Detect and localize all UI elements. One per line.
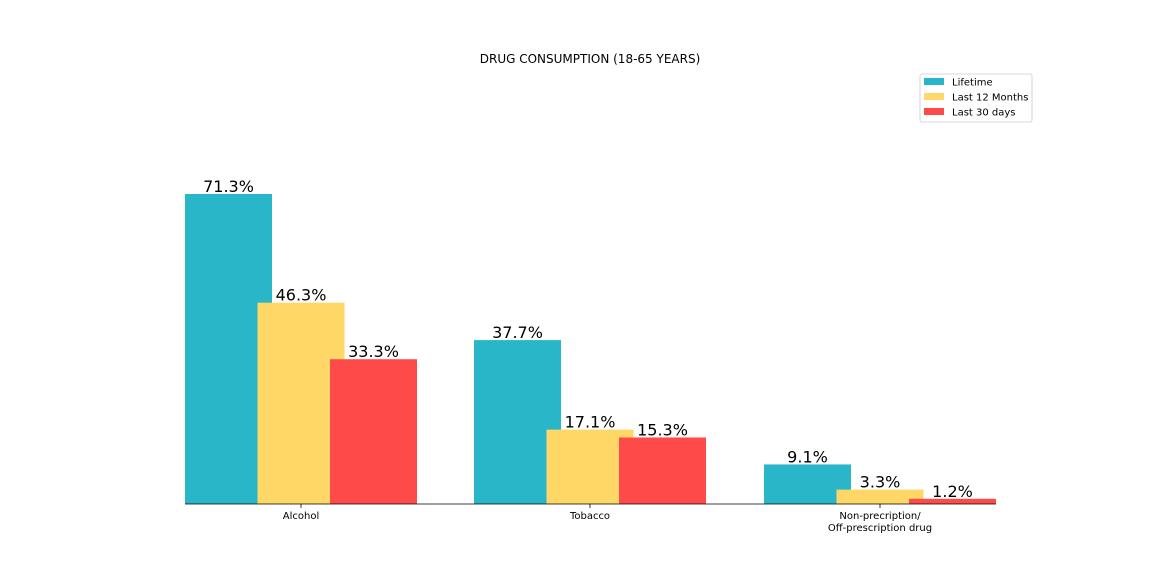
bars-group [185,194,996,504]
chart-title: DRUG CONSUMPTION (18-65 YEARS) [480,52,701,66]
bar-last-30-days-0 [330,359,417,504]
data-label: 15.3% [637,420,688,439]
data-label: 17.1% [565,413,616,432]
bar-last-12-months-2 [836,489,924,504]
data-label: 3.3% [860,473,901,492]
legend-label: Last 30 days [952,108,1016,119]
data-label: 37.7% [492,323,543,342]
data-label: 9.1% [787,447,828,466]
legend-swatch [924,78,944,85]
legend-swatch [924,108,944,115]
x-tick-label: Off-prescription drug [828,523,932,534]
legend-label: Lifetime [952,78,993,89]
data-label: 46.3% [276,286,327,305]
x-tick-label: Tobacco [569,511,610,522]
x-tick-label: Alcohol [283,511,319,522]
data-label: 33.3% [348,342,399,361]
bar-last-30-days-2 [909,498,996,504]
x-tick-labels: Alcohol Tobacco Non-precription/Off-prescr… [283,504,932,534]
legend-frame [919,73,1033,123]
data-labels-group: 71.3% 46.3% 33.3% 37.7% 17.1% 15.3% 9.1% 3.3% 1.… [203,177,973,501]
x-tick-label: Non-precription/ [839,511,921,522]
legend: Lifetime Last 12 Months Last 30 days [919,73,1033,123]
legend-swatch [924,93,944,100]
legend-label: Last 12 Months [952,93,1028,104]
data-label: 1.2% [932,482,973,501]
bar-last-30-days-1 [619,437,706,504]
data-label: 71.3% [203,177,254,196]
